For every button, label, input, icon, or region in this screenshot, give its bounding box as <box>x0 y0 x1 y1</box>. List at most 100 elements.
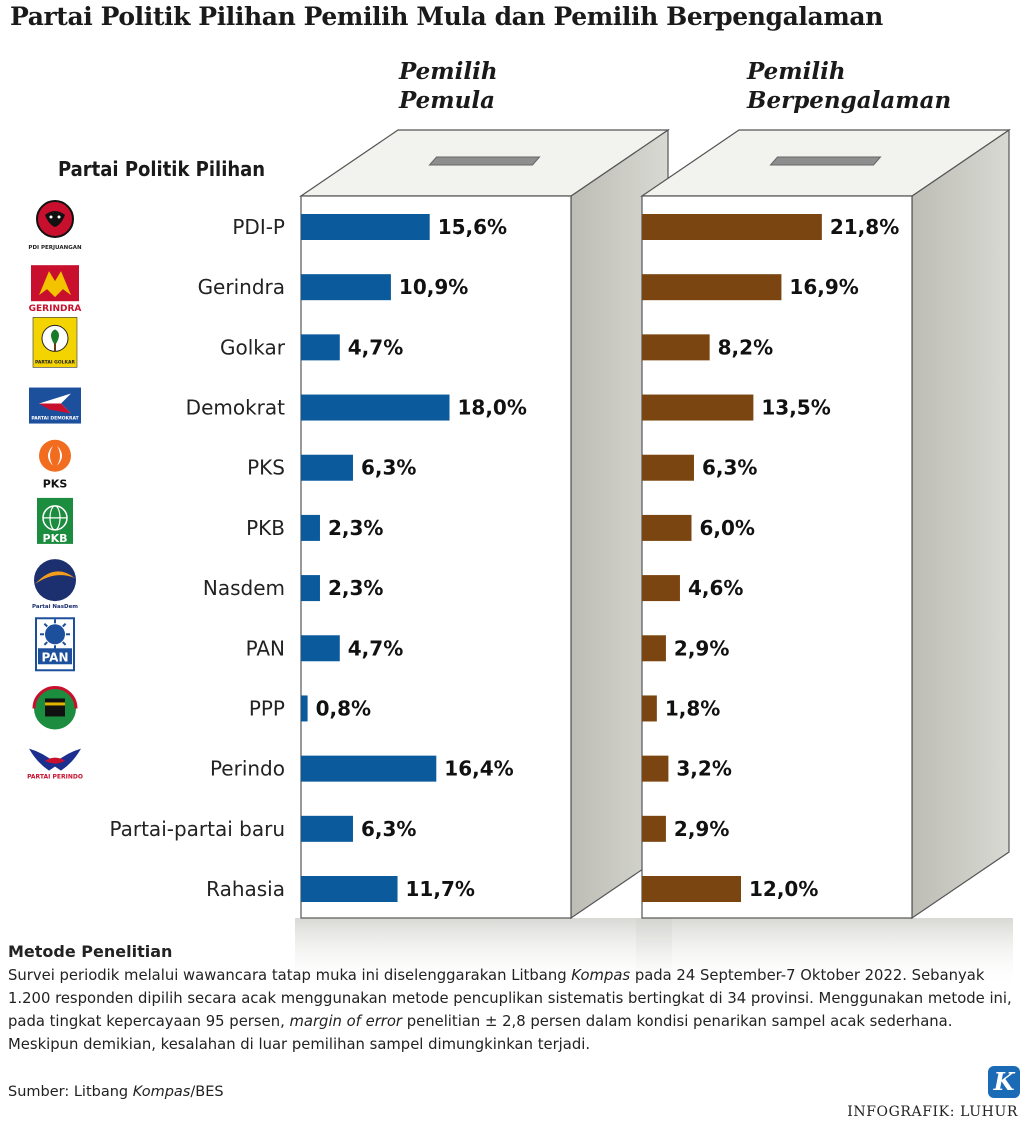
bar-pemula-pkb <box>301 514 320 541</box>
party-label: Rahasia <box>206 877 285 901</box>
party-label: Demokrat <box>186 396 285 420</box>
ballot-slot-pemula <box>428 156 541 166</box>
ballot-box-side-berpengalaman <box>911 128 1010 920</box>
value-label-berpengalaman: 8,2% <box>718 335 773 359</box>
logo-shape <box>29 748 81 771</box>
source-em: Kompas <box>132 1084 191 1100</box>
logo-shape <box>39 271 71 298</box>
value-label-berpengalaman: 3,2% <box>676 757 731 781</box>
bar-pemula-gerindra <box>301 274 391 301</box>
logo-caption: PARTAI PERINDO <box>27 774 83 781</box>
methods-text-part: penelitian ± 2,8 persen dalam kondisi pe… <box>8 1013 953 1053</box>
bar-berpengalaman-pkb <box>642 514 692 541</box>
source-note: Sumber: Litbang Kompas/BES <box>8 1084 224 1100</box>
column-header-pemula: Pemilih Pemula <box>399 57 498 115</box>
column-header-berpengalaman-line2: Berpengalaman <box>747 87 952 114</box>
methods-text-em: Kompas <box>571 967 631 984</box>
bar-pemula-ppp <box>301 695 308 722</box>
pan-sun-icon: PAN <box>35 617 75 672</box>
methods-section: Metode Penelitian Survei periodik melalu… <box>8 940 1014 1056</box>
value-label-berpengalaman: 13,5% <box>761 396 830 420</box>
source-suffix: /BES <box>190 1084 224 1100</box>
column-header-berpengalaman: Pemilih Berpengalaman <box>747 57 951 115</box>
logo-caption: Partai NasDem <box>32 604 78 610</box>
logo-shape <box>62 622 67 628</box>
value-label-berpengalaman: 6,3% <box>702 456 757 480</box>
bars: 15,6% 21,8% 10,9% 16,9% 4,7% 8,2% 18,0% 13,5% 6,… <box>301 214 899 902</box>
logo-shape <box>32 685 78 709</box>
logo-shape <box>45 757 65 764</box>
party-label: PDI-P <box>232 215 285 239</box>
logo-caption: PARTAI DEMOKRAT <box>31 416 79 422</box>
ballot-boxes <box>295 128 1013 988</box>
nasdem-circle-icon: Partai NasDem <box>32 559 78 610</box>
logo-shape <box>51 329 59 346</box>
value-label-pemula: 2,3% <box>328 516 383 540</box>
column-header-pemula-line1: Pemilih <box>399 58 498 85</box>
value-label-berpengalaman: 2,9% <box>674 636 729 660</box>
ballot-box-front-berpengalaman <box>641 195 913 919</box>
logo-shape <box>45 698 65 717</box>
bar-pemula-nasdem <box>301 575 320 602</box>
methods-title: Metode Penelitian <box>8 942 173 961</box>
chart-title: Partai Politik Pilihan Pemilih Mula dan … <box>10 2 883 31</box>
value-label-berpengalaman: 4,6% <box>688 576 743 600</box>
logo-shape <box>39 403 71 414</box>
infographic-credit: INFOGRAFIK: LUHUR <box>847 1104 1018 1120</box>
logo-shape <box>35 571 75 585</box>
logo-shape <box>49 215 53 219</box>
party-label: Perindo <box>210 757 285 781</box>
value-label-pemula: 6,3% <box>361 456 416 480</box>
party-label: PPP <box>249 696 285 720</box>
column-header-berpengalaman-line1: Pemilih <box>747 58 846 85</box>
value-label-pemula: 2,3% <box>328 576 383 600</box>
party-label: PAN <box>246 636 285 660</box>
logo-shape <box>43 622 48 628</box>
bar-berpengalaman-pdi-p <box>642 214 822 240</box>
ballot-box-shadow <box>636 918 1013 988</box>
logo-shape <box>62 641 67 646</box>
logo-shape <box>34 559 76 602</box>
logo-caption: PARTAI GOLKAR <box>35 359 75 365</box>
bar-pemula-pdi-p <box>301 214 430 240</box>
logo-caption: PKS <box>43 478 68 491</box>
methods-text-em: margin of error <box>289 1013 403 1030</box>
bar-pemula-demokrat <box>301 394 450 421</box>
bar-berpengalaman-gerindra <box>642 274 782 301</box>
bar-berpengalaman-pks <box>642 454 694 481</box>
value-label-pemula: 10,9% <box>399 275 468 299</box>
ballot-slot-berpengalaman <box>769 156 882 166</box>
bar-pemula-pan <box>301 635 340 662</box>
source-prefix: Sumber: Litbang <box>8 1084 133 1100</box>
methods-text: Survei periodik melalui wawancara tatap … <box>8 964 1014 1056</box>
party-labels: PDI-P Gerindra Golkar Demokrat PKS PKB Nasdem P… <box>109 215 285 901</box>
pdip-bull-icon: PDI PERJUANGAN <box>28 200 82 251</box>
logo-shape <box>45 211 65 227</box>
bar-berpengalaman-nasdem <box>642 575 680 602</box>
value-label-berpengalaman: 6,0% <box>700 516 755 540</box>
bar-berpengalaman-golkar <box>642 334 710 361</box>
ballot-box-front-pemula <box>300 195 572 919</box>
logo-caption: GERINDRA <box>29 304 82 314</box>
party-label: Gerindra <box>198 275 285 299</box>
ppp-kaaba-icon <box>32 685 78 730</box>
bar-pemula-pks <box>301 454 353 481</box>
logo-shape <box>39 439 71 472</box>
logo-caption: PDI PERJUANGAN <box>28 245 82 251</box>
value-label-berpengalaman: 12,0% <box>749 877 818 901</box>
party-label: Golkar <box>220 335 286 359</box>
logo-shape <box>43 641 48 646</box>
value-label-pemula: 15,6% <box>438 215 507 239</box>
gerindra-garuda-icon: GERINDRA <box>29 265 82 314</box>
bar-pemula-partai-partai-baru <box>301 815 353 842</box>
golkar-tree-icon: PARTAI GOLKAR <box>32 317 78 368</box>
bar-berpengalaman-partai-partai-baru <box>642 815 666 842</box>
value-label-berpengalaman: 2,9% <box>674 817 729 841</box>
value-label-pemula: 11,7% <box>406 877 475 901</box>
bar-berpengalaman-demokrat <box>642 394 754 421</box>
party-label: PKB <box>246 516 285 540</box>
bar-berpengalaman-pan <box>642 635 666 662</box>
value-label-berpengalaman: 16,9% <box>789 275 858 299</box>
party-column-header: Partai Politik Pilihan <box>58 157 266 181</box>
demokrat-star-icon: PARTAI DEMOKRAT <box>29 387 81 424</box>
